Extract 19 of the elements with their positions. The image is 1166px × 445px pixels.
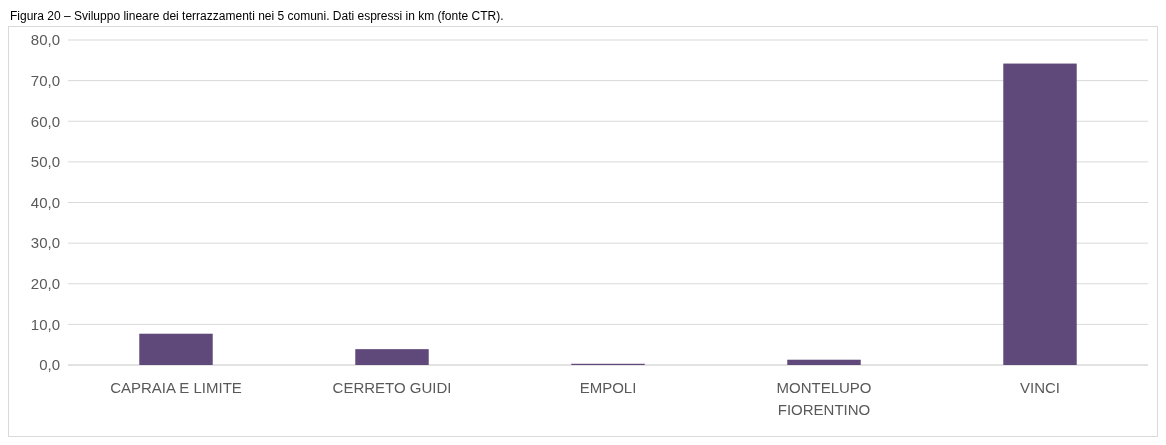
x-tick-label: CERRETO GUIDI xyxy=(332,379,452,396)
y-tick-label: 20,0 xyxy=(30,275,60,292)
y-tick-label: 70,0 xyxy=(30,71,60,89)
bar xyxy=(1003,63,1077,365)
y-tick-label: 0,0 xyxy=(39,356,60,374)
bar xyxy=(139,333,213,365)
y-tick-label: 80,0 xyxy=(30,31,60,49)
x-tick-label: CAPRAIA E LIMITE xyxy=(110,379,242,396)
bar xyxy=(787,359,861,365)
y-tick-label: 40,0 xyxy=(30,193,60,211)
y-tick-label: 60,0 xyxy=(30,112,60,130)
y-tick-label: 30,0 xyxy=(30,234,60,252)
bar xyxy=(355,349,429,365)
y-tick-label: 10,0 xyxy=(30,315,60,333)
y-tick-label: 50,0 xyxy=(30,153,60,171)
x-tick-label: MONTELUPO FIORENTINO xyxy=(776,379,872,418)
x-tick-label: EMPOLI xyxy=(579,379,637,396)
x-tick-label: VINCI xyxy=(1019,379,1061,396)
chart-title: Figura 20 – Sviluppo lineare dei terrazzamenti nei 5 comuni. Dati espressi in km (fonte CTR). xyxy=(10,9,504,23)
